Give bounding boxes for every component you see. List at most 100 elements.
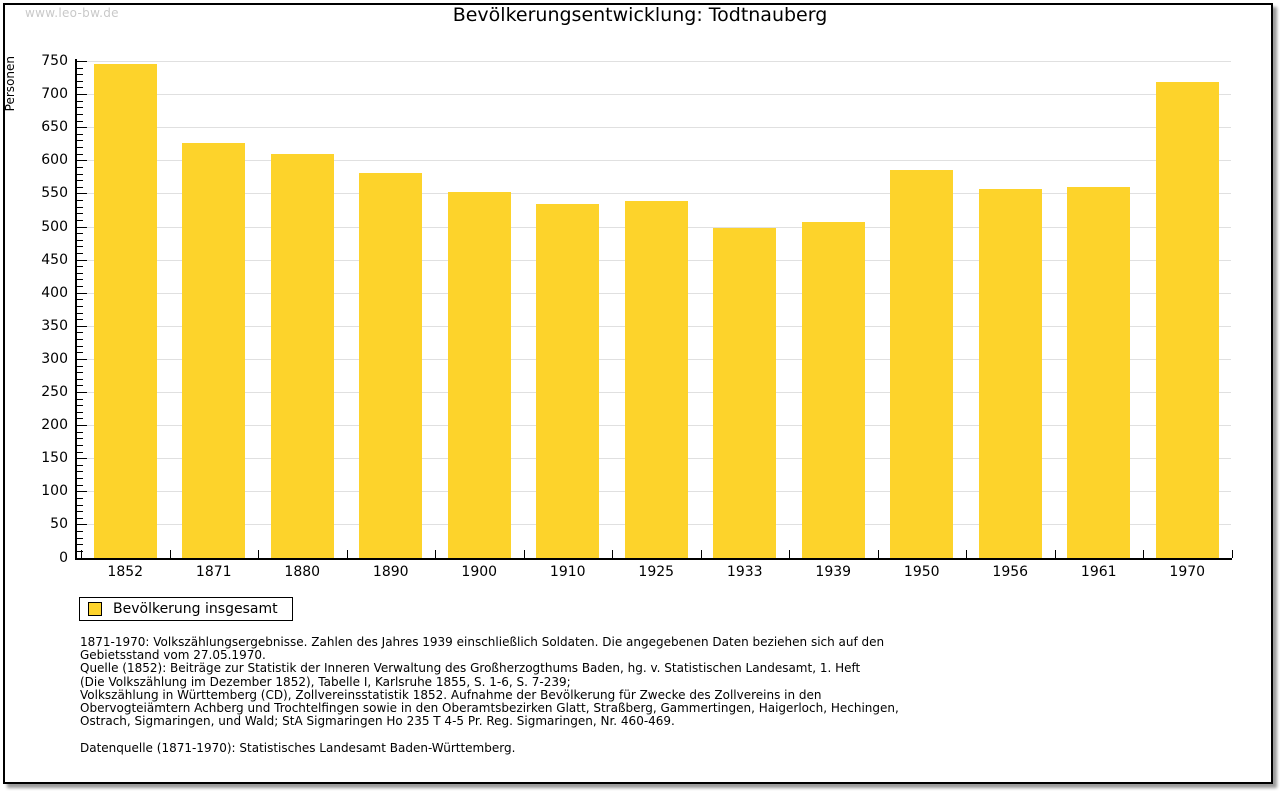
- y-minor-tick: [77, 398, 83, 400]
- y-minor-tick: [77, 550, 83, 552]
- y-minor-tick: [77, 120, 83, 122]
- y-tick: [77, 491, 87, 493]
- y-minor-tick: [77, 504, 83, 506]
- y-minor-tick: [77, 173, 83, 175]
- x-tick: [877, 550, 879, 558]
- x-tick: [346, 550, 348, 558]
- y-minor-tick: [77, 372, 83, 374]
- y-minor-tick: [77, 279, 83, 281]
- y-minor-tick: [77, 418, 83, 420]
- y-minor-tick: [77, 252, 83, 254]
- y-tick-label: 550: [41, 185, 68, 202]
- y-tick: [77, 127, 87, 129]
- y-minor-tick: [77, 464, 83, 466]
- y-tick-label: 650: [41, 119, 68, 136]
- y-minor-tick: [77, 497, 83, 499]
- y-minor-tick: [77, 206, 83, 208]
- x-tick: [258, 550, 259, 558]
- y-minor-tick: [77, 266, 83, 268]
- footnote-line: Volkszählung in Württemberg (CD), Zollve…: [80, 687, 822, 702]
- x-tick: [700, 550, 702, 558]
- y-gridline: [77, 127, 1231, 129]
- y-tick: [77, 292, 87, 294]
- bar-1890: [359, 173, 423, 558]
- y-minor-tick: [77, 233, 83, 235]
- y-tick: [77, 61, 87, 62]
- bar-1950: [890, 170, 954, 558]
- footnote-line: (Die Volkszählung im Dezember 1852), Tab…: [80, 674, 571, 689]
- legend-swatch-icon: [88, 602, 102, 616]
- y-minor-tick: [77, 246, 83, 248]
- y-minor-tick: [77, 147, 83, 149]
- bar-1939: [801, 222, 865, 558]
- y-minor-tick: [77, 166, 83, 168]
- x-category-label: 1961: [1080, 564, 1117, 580]
- y-minor-tick: [77, 80, 83, 82]
- y-axis-line: [75, 58, 77, 560]
- y-minor-tick: [77, 411, 83, 413]
- y-tick-label: 50: [50, 516, 68, 533]
- y-minor-tick: [77, 345, 83, 347]
- x-tick: [1054, 550, 1056, 558]
- x-axis-line: [75, 558, 1232, 560]
- y-minor-tick: [77, 113, 83, 115]
- chart-title: Bevölkerungsentwicklung: Todtnauberg: [452, 4, 828, 26]
- x-tick: [612, 550, 613, 558]
- x-category-label: 1970: [1169, 564, 1206, 580]
- bar-1956: [978, 188, 1042, 558]
- y-minor-tick: [77, 107, 83, 109]
- y-tick: [77, 557, 87, 559]
- y-minor-tick: [77, 272, 83, 274]
- y-minor-tick: [77, 385, 83, 387]
- y-minor-tick: [77, 239, 83, 241]
- y-tick: [77, 259, 87, 261]
- y-minor-tick: [77, 332, 83, 334]
- y-minor-tick: [77, 378, 83, 380]
- x-tick: [789, 550, 790, 558]
- x-category-label: 1950: [903, 564, 940, 580]
- y-minor-tick: [77, 74, 83, 76]
- bar-1880: [270, 154, 334, 558]
- legend-label: Bevölkerung insgesamt: [113, 601, 278, 617]
- y-tick-label: 450: [41, 251, 68, 268]
- bar-1871: [182, 142, 246, 558]
- y-gridline: [77, 61, 1231, 62]
- x-tick: [523, 550, 525, 558]
- y-minor-tick: [77, 517, 83, 519]
- x-tick: [435, 550, 436, 558]
- y-minor-tick: [77, 180, 83, 182]
- y-tick: [77, 94, 87, 96]
- datasource-line: Datenquelle (1871-1970): Statistisches L…: [80, 741, 516, 755]
- y-minor-tick: [77, 444, 83, 446]
- y-minor-tick: [77, 67, 83, 69]
- y-minor-tick: [77, 100, 83, 102]
- y-minor-tick: [77, 339, 83, 341]
- bar-1933: [713, 227, 777, 558]
- y-minor-tick: [77, 478, 83, 480]
- x-tick: [966, 550, 967, 558]
- bar-1961: [1067, 186, 1131, 558]
- y-minor-tick: [77, 312, 83, 314]
- y-minor-tick: [77, 286, 83, 288]
- y-minor-tick: [77, 484, 83, 486]
- y-tick: [77, 392, 87, 393]
- y-minor-tick: [77, 438, 83, 440]
- y-minor-tick: [77, 299, 83, 301]
- footnote-line: Gebietsstand vom 27.05.1970.: [80, 648, 266, 663]
- x-category-label: 1900: [461, 564, 498, 580]
- bar-1900: [447, 191, 511, 558]
- watermark-text: www.leo-bw.de: [25, 6, 119, 20]
- footnote-line: Obervogteiämtern Achberg und Trochtelfin…: [80, 701, 899, 716]
- x-category-label: 1939: [815, 564, 852, 580]
- y-minor-tick: [77, 140, 83, 142]
- y-tick-label: 400: [41, 284, 68, 301]
- bar-1910: [536, 203, 600, 558]
- footnote-block: 1871-1970: Volkszählungsergebnisse. Zahl…: [80, 635, 899, 728]
- y-minor-tick: [77, 544, 83, 546]
- x-category-label: 1880: [284, 564, 321, 580]
- bar-1852: [93, 64, 157, 558]
- x-tick: [81, 550, 82, 558]
- y-tick: [77, 458, 87, 460]
- y-minor-tick: [77, 511, 83, 513]
